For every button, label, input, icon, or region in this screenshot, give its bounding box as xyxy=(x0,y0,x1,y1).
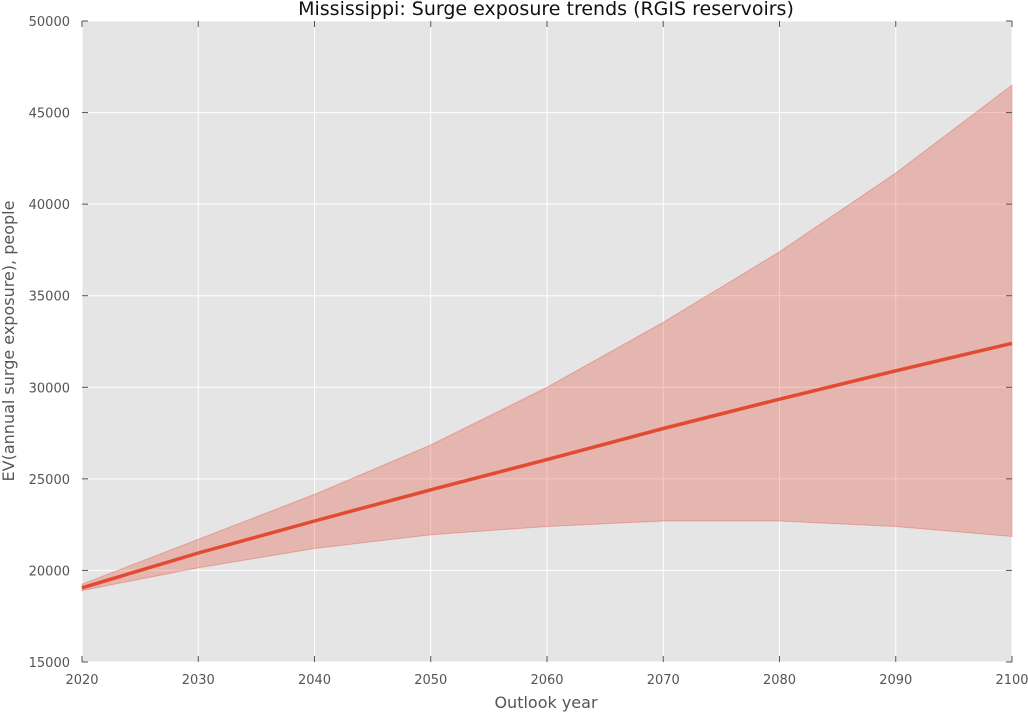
y-tick-label: 20000 xyxy=(29,564,70,579)
x-tick-labels: 2020 2030 2040 2050 2060 2070 2080 2090 2100 xyxy=(65,673,1028,688)
y-tick-label: 15000 xyxy=(29,656,70,671)
series-line xyxy=(81,341,1013,590)
y-axis-label: EV(annual surge exposure), people xyxy=(0,201,18,482)
x-tick-label: 2100 xyxy=(995,673,1028,688)
y-tick-label: 25000 xyxy=(29,473,70,488)
x-tick-label: 2020 xyxy=(65,673,98,688)
x-tick-label: 2080 xyxy=(763,673,796,688)
confidence-band xyxy=(81,84,1013,592)
y-tick-label: 35000 xyxy=(29,290,70,305)
x-tick-label: 2060 xyxy=(530,673,563,688)
x-axis-label: Outlook year xyxy=(494,693,598,712)
x-tick-label: 2070 xyxy=(647,673,680,688)
y-tick-label: 50000 xyxy=(29,15,70,30)
y-tick-label: 40000 xyxy=(29,198,70,213)
x-tick-label: 2090 xyxy=(879,673,912,688)
x-tick-label: 2030 xyxy=(182,673,215,688)
axis-ticks xyxy=(81,20,1013,663)
y-tick-label: 30000 xyxy=(29,381,70,396)
y-tick-labels: 15000 20000 25000 30000 35000 40000 45000 50000 xyxy=(29,15,70,671)
x-tick-label: 2040 xyxy=(298,673,331,688)
chart-title: Mississippi: Surge exposure trends (RGIS… xyxy=(298,0,794,20)
x-tick-label: 2050 xyxy=(414,673,447,688)
y-tick-label: 45000 xyxy=(29,107,70,122)
